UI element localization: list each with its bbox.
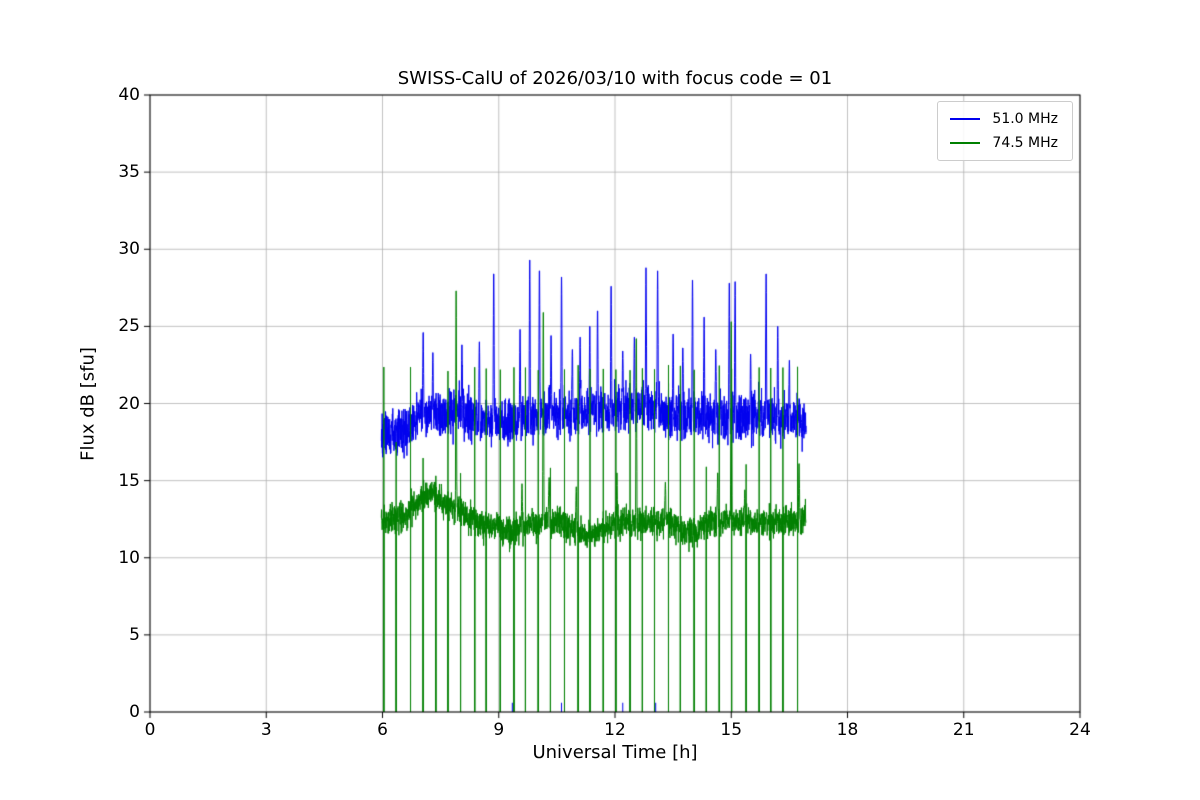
y-tick-label: 5 [129,624,140,645]
y-tick-label: 20 [118,393,140,414]
x-tick-label: 24 [1069,720,1091,740]
legend-line-51mhz [950,118,981,120]
x-tick-label: 12 [604,720,626,740]
y-tick-label: 35 [118,162,140,183]
x-tick-label: 21 [952,720,975,740]
legend-line-74mhz [950,142,981,144]
y-tick-label: 25 [118,316,140,337]
legend-item: 74.5 MHz [950,135,1058,151]
y-tick-label: 40 [118,85,140,105]
x-tick-label: 18 [836,720,859,740]
y-tick-label: 0 [129,702,140,722]
legend: 51.0 MHz 74.5 MHz [937,101,1073,161]
x-tick-label: 0 [144,720,156,740]
y-tick-label: 15 [118,470,140,491]
legend-item: 51.0 MHz [950,111,1058,127]
x-tick-label: 3 [260,720,272,740]
legend-label: 51.0 MHz [992,111,1058,127]
y-tick-label: 10 [118,547,140,568]
y-tick-label: 30 [118,239,140,260]
plot-title: SWISS-CalU of 2026/03/10 with focus code… [397,68,833,89]
x-tick-label: 9 [493,720,505,740]
x-tick-label: 6 [377,720,388,740]
x-axis-label: Universal Time [h] [532,742,698,763]
x-tick-label: 15 [720,720,743,740]
legend-label: 74.5 MHz [992,135,1058,151]
